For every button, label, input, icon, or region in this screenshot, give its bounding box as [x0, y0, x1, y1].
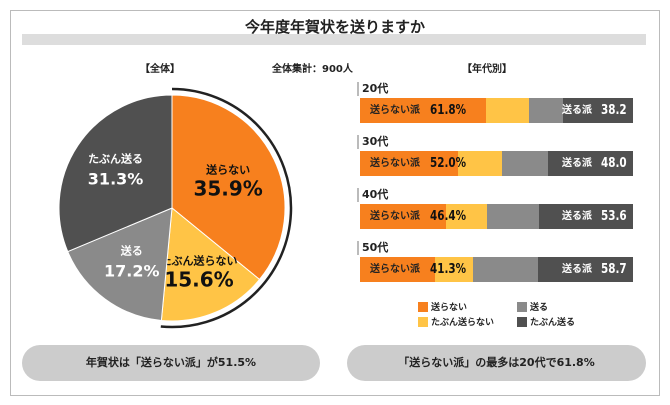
send-total: 38.2: [601, 103, 627, 118]
not-send-total: 61.8%: [430, 103, 467, 118]
bar-segment: [360, 257, 436, 282]
legend-label: たぶん送らない: [431, 318, 495, 328]
legend-swatch: [517, 316, 527, 327]
not-send-group-arc: [160, 87, 293, 329]
pie-slice-name: たぶん送らない: [161, 254, 238, 268]
bar-segment: [538, 204, 633, 229]
send-label: 送る派: [562, 158, 592, 169]
pie-slice-value: 31.3%: [88, 169, 144, 188]
send-total: 58.7: [601, 262, 627, 277]
stacked-bar: [360, 151, 633, 176]
not-send-label: 送らない派: [370, 264, 420, 275]
bar-segment: [562, 98, 633, 123]
bar-segment: [458, 151, 502, 176]
bar-segment: [360, 98, 487, 123]
legend-item: 送る: [517, 300, 548, 313]
pie-slice: [67, 207, 173, 322]
bar-segment: [360, 204, 446, 229]
legend-label: 送る: [530, 303, 549, 313]
stacked-bar: [360, 257, 633, 282]
pie-slice-name: 送る: [120, 244, 143, 258]
bar-segment: [486, 98, 529, 123]
not-send-label: 送らない派: [370, 105, 420, 116]
legend-swatch: [517, 301, 527, 312]
pie-slice-name: 送らない: [205, 162, 250, 176]
title-bar: [22, 34, 646, 45]
by-age-header: 【年代別】: [462, 64, 512, 75]
send-total: 48.0: [601, 156, 627, 171]
bar-segment: [537, 257, 633, 282]
send-total: 53.6: [601, 209, 627, 224]
summary-left: 年賀状は「送らない派」が51.5%: [22, 345, 320, 381]
page-title: 今年度年賀状を送りますか: [244, 18, 425, 36]
not-send-label: 送らない派: [370, 158, 420, 169]
bar-segment: [528, 98, 563, 123]
bar-segment: [360, 151, 458, 176]
stacked-bar: [360, 98, 633, 123]
pie-slice: [58, 94, 173, 253]
age-label: 50代: [357, 241, 388, 255]
pie-slice-value: 17.2%: [104, 262, 160, 281]
pie-slice-value: 15.6%: [164, 268, 233, 292]
not-send-total: 46.4%: [430, 209, 467, 224]
pie-slice: [160, 207, 261, 322]
not-send-total: 41.3%: [430, 262, 467, 277]
overall-header: 【全体】: [140, 64, 180, 75]
legend-swatch: [418, 301, 428, 312]
bar-segment: [472, 257, 538, 282]
legend-item: たぶん送る: [517, 315, 575, 328]
legend-item: たぶん送らない: [418, 315, 494, 328]
legend-swatch: [418, 316, 428, 327]
age-label: 20代: [357, 82, 388, 96]
bar-segment: [445, 204, 487, 229]
send-label: 送る派: [562, 105, 592, 116]
not-send-label: 送らない派: [370, 211, 420, 222]
pie-slice: [171, 94, 286, 281]
not-send-total: 52.0%: [430, 156, 467, 171]
legend-label: たぶん送る: [530, 318, 576, 328]
age-label: 40代: [357, 188, 388, 202]
age-label: 30代: [357, 135, 388, 149]
send-label: 送る派: [562, 211, 592, 222]
legend-label: 送らない: [431, 303, 468, 313]
legend-item: 送らない: [418, 300, 467, 313]
summary-right: 「送らない派」の最多は20代で61.8%: [347, 345, 646, 381]
bar-segment: [547, 151, 633, 176]
stacked-bar: [360, 204, 633, 229]
send-label: 送る派: [562, 264, 592, 275]
bar-segment: [435, 257, 473, 282]
pie-slice-name: たぶん送る: [88, 151, 143, 165]
pie-slice-value: 35.9%: [193, 176, 262, 200]
total-header: 全体集計：900人: [272, 64, 353, 75]
bar-segment: [486, 204, 539, 229]
bar-segment: [501, 151, 548, 176]
